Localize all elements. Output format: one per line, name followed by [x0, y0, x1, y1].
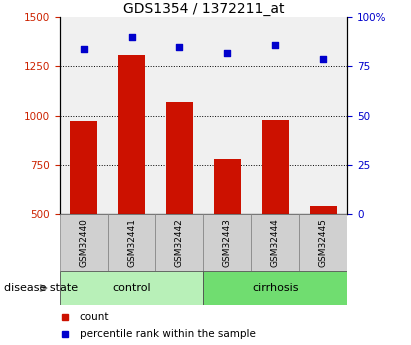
Bar — [60, 271, 203, 305]
Text: count: count — [80, 312, 109, 322]
Bar — [299, 214, 347, 271]
Bar — [203, 214, 252, 271]
Bar — [166, 102, 193, 214]
Text: percentile rank within the sample: percentile rank within the sample — [80, 329, 256, 339]
Bar — [214, 159, 240, 214]
Bar — [310, 206, 337, 214]
Bar — [155, 214, 203, 271]
Point — [320, 56, 327, 61]
Text: control: control — [112, 283, 151, 293]
Text: cirrhosis: cirrhosis — [252, 283, 299, 293]
Point — [80, 46, 87, 51]
Text: GSM32444: GSM32444 — [271, 218, 280, 267]
Point — [128, 34, 135, 40]
Bar — [60, 214, 108, 271]
Title: GDS1354 / 1372211_at: GDS1354 / 1372211_at — [123, 2, 284, 16]
Bar — [252, 214, 299, 271]
Point — [224, 50, 231, 56]
Bar — [70, 121, 97, 214]
Bar — [203, 271, 347, 305]
Text: GSM32445: GSM32445 — [319, 218, 328, 267]
Bar — [118, 55, 145, 214]
Text: GSM32443: GSM32443 — [223, 218, 232, 267]
Point — [272, 42, 279, 48]
Text: disease state: disease state — [4, 283, 78, 293]
Text: GSM32442: GSM32442 — [175, 218, 184, 267]
Bar — [262, 119, 289, 214]
Text: GSM32441: GSM32441 — [127, 218, 136, 267]
Point — [176, 44, 183, 49]
Bar — [108, 214, 155, 271]
Text: GSM32440: GSM32440 — [79, 218, 88, 267]
